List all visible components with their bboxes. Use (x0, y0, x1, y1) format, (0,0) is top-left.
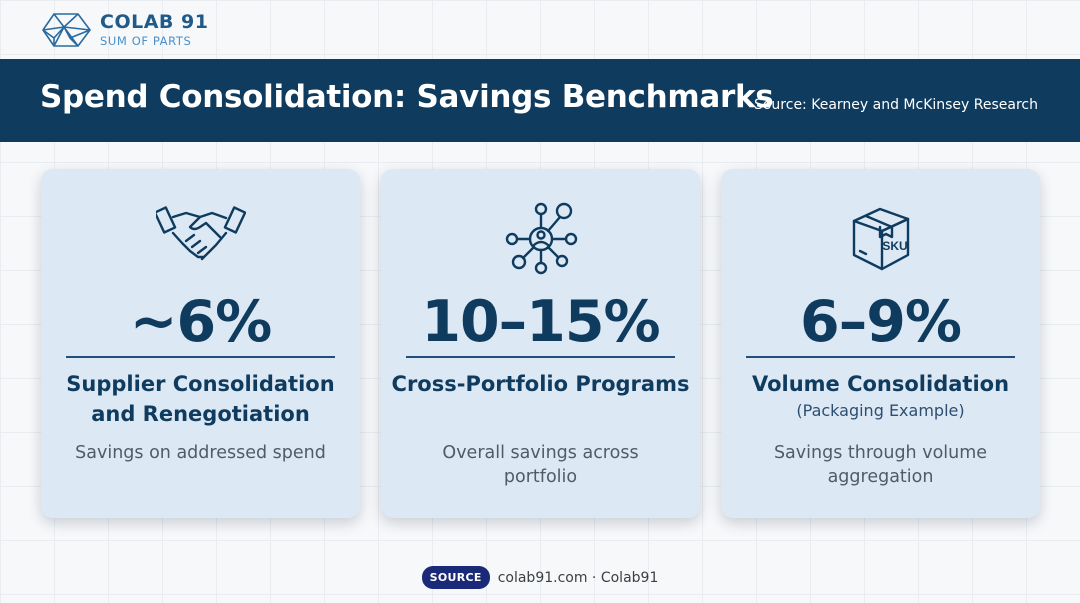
title-banner: Spend Consolidation: Savings Benchmarks … (0, 59, 1080, 142)
benchmark-description: Savings through volume aggregation (773, 443, 988, 487)
benchmark-title: Cross-Portfolio Programs (391, 372, 690, 396)
handshake-icon (155, 206, 246, 261)
divider (66, 356, 335, 358)
benchmark-card-volume: SKU 6–9% Volume Consolidation (Packaging… (721, 169, 1040, 518)
page-title: Spend Consolidation: Savings Benchmarks (40, 79, 774, 115)
benchmark-description: Savings on addressed spend (75, 443, 326, 463)
benchmark-subtitle: (Packaging Example) (796, 401, 965, 420)
brand-logo: COLAB 91 SUM OF PARTS (40, 11, 208, 49)
benchmark-value: 10–15% (421, 289, 660, 355)
footer: SOURCE colab91.com · Colab91 (0, 566, 1080, 589)
divider (746, 356, 1015, 358)
network-hub-icon (505, 202, 577, 275)
benchmark-description: Overall savings across portfolio (442, 443, 639, 487)
brand-name: COLAB 91 (100, 10, 209, 33)
source-badge: SOURCE (421, 566, 490, 589)
sku-label: SKU (882, 239, 907, 253)
benchmark-title: Supplier Consolidation and Renegotiation (66, 372, 335, 426)
brand-tagline: SUM OF PARTS (100, 33, 192, 48)
benchmark-title: Volume Consolidation (751, 372, 1010, 396)
benchmark-card-supplier: ~6% Supplier Consolidation and Renegotia… (41, 169, 360, 518)
geodesic-logo-icon (42, 13, 91, 47)
source-note: Source: Kearney and McKinsey Research (753, 97, 1038, 113)
divider (406, 356, 675, 358)
footer-source-text: colab91.com · Colab91 (497, 569, 659, 586)
benchmark-value: ~6% (129, 289, 273, 355)
sku-box-icon: SKU (852, 207, 909, 271)
benchmark-value: 6–9% (800, 289, 962, 355)
benchmark-card-cross-portfolio: 10–15% Cross-Portfolio Programs Overall … (381, 169, 700, 518)
